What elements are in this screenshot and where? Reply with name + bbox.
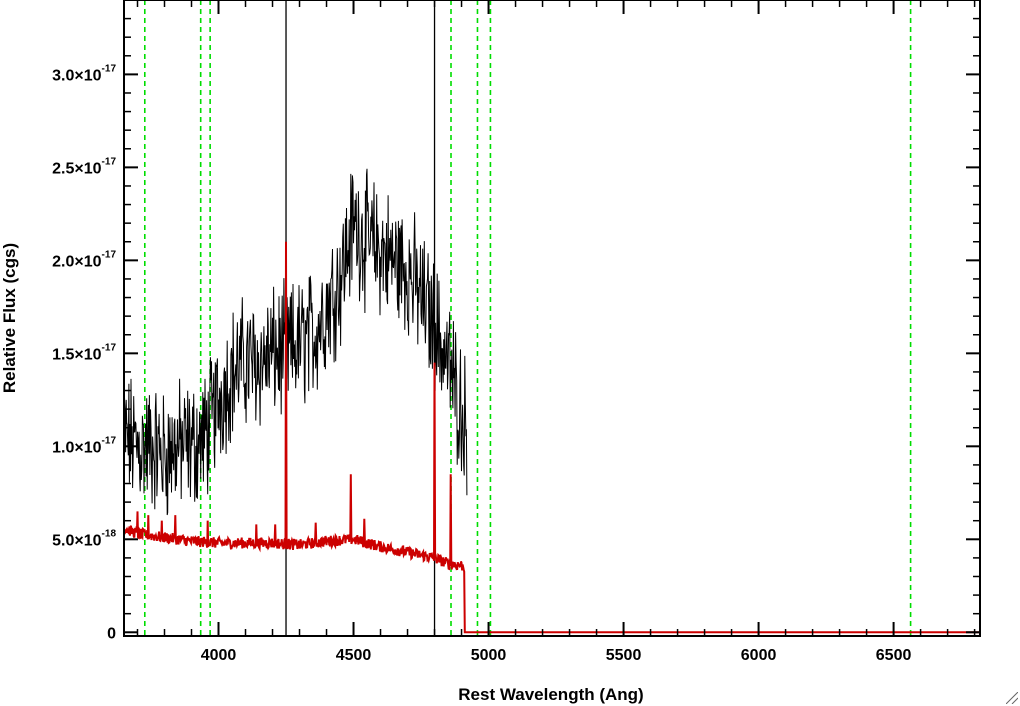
observed-spectrum-line bbox=[123, 168, 468, 516]
y-tick-label: 2.0×10-17 bbox=[52, 249, 116, 270]
model-spectrum-line bbox=[123, 241, 980, 634]
axis-ticks bbox=[124, 0, 980, 636]
y-tick-label: 3.0×10-17 bbox=[52, 63, 116, 84]
x-tick-labels: 4000 4500 5000 5500 6000 6500 bbox=[201, 647, 912, 664]
x-tick-label: 4500 bbox=[336, 647, 372, 664]
y-tick-label: 2.5×10-17 bbox=[52, 156, 116, 177]
x-axis-title: Rest Wavelength (Ang) bbox=[458, 685, 643, 704]
spectrum-series bbox=[123, 168, 980, 634]
y-tick-label: 0 bbox=[107, 625, 116, 642]
x-tick-label: 5500 bbox=[606, 647, 642, 664]
y-axis-title: Relative Flux (cgs) bbox=[0, 243, 19, 393]
x-tick-label: 4000 bbox=[201, 647, 237, 664]
plot-frame bbox=[123, 0, 981, 637]
x-tick-label: 5000 bbox=[471, 647, 507, 664]
x-tick-label: 6500 bbox=[876, 647, 912, 664]
x-tick-label: 6000 bbox=[741, 647, 777, 664]
y-tick-label: 1.0×10-17 bbox=[52, 435, 116, 456]
y-tick-label: 5.0×10-18 bbox=[52, 528, 116, 549]
resize-grip-icon[interactable] bbox=[1006, 692, 1018, 704]
y-tick-label: 1.5×10-17 bbox=[52, 342, 116, 363]
y-tick-labels: 0 5.0×10-18 1.0×10-17 1.5×10-17 2.0×10-17 2.5… bbox=[52, 63, 116, 642]
